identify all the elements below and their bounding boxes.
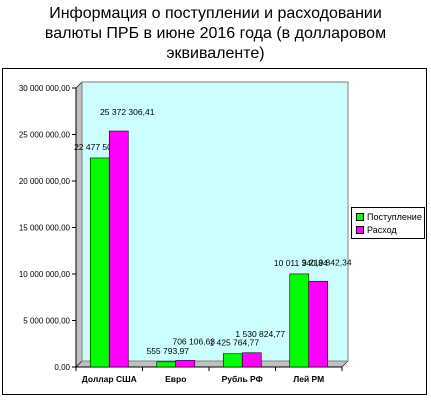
bar-expense [308,280,329,368]
y-tick-label: 20 000 000,00 [19,177,71,186]
legend-swatch-expense [356,225,364,234]
data-label-expense: 25 372 306,41 [100,107,155,117]
legend-item-expense: Расход [356,224,397,236]
chart-title-line-3: эквиваленте) [166,45,265,62]
chart-frame [2,68,427,395]
legend-label-income: Поступление [367,212,422,222]
bar-income [89,157,110,368]
y-tick-label: 0,00 [54,363,70,372]
bar-income [156,361,177,368]
legend-item-income: Поступление [356,211,422,223]
data-label-income: 555 793,97 [146,346,189,356]
data-label-expense: 1 530 824,77 [235,329,285,339]
data-label-income: 10 011 340,84 [274,258,328,268]
chart-title-line-2: валюты ПРБ в июне 2016 года (в долларово… [44,25,387,42]
x-tick-label: Рубль РФ [222,374,263,384]
data-label-expense: 9 219 842,34 [302,257,352,267]
data-label-income: 1 425 764,77 [209,338,259,348]
data-label-income: 22 477 508,69 [74,142,129,152]
chart-title-line-1: Информация о поступлении и расходовании [49,5,382,22]
x-tick-label: Доллар США [82,374,137,384]
bar-expense [108,130,129,368]
legend-swatch-income [356,212,364,221]
chart-title: Информация о поступлении и расходовании … [0,4,431,64]
bar-income [222,353,243,368]
legend: Поступление Расход [351,207,425,239]
y-tick-label: 15 000 000,00 [19,224,71,233]
y-tick-label: 25 000 000,00 [19,131,71,140]
bar-expense [175,360,196,368]
legend-label-expense: Расход [367,225,397,235]
plot-side-wall [75,81,83,368]
y-tick-label: 10 000 000,00 [19,270,71,279]
bar-expense [241,352,262,368]
x-tick-label: Евро [165,374,186,384]
data-label-expense: 706 106,63 [172,336,215,346]
x-tick-label: Лей РМ [293,374,324,384]
y-tick-label: 30 000 000,00 [19,84,71,93]
y-tick-label: 5 000 000,00 [23,317,70,326]
bar-income [289,273,310,368]
